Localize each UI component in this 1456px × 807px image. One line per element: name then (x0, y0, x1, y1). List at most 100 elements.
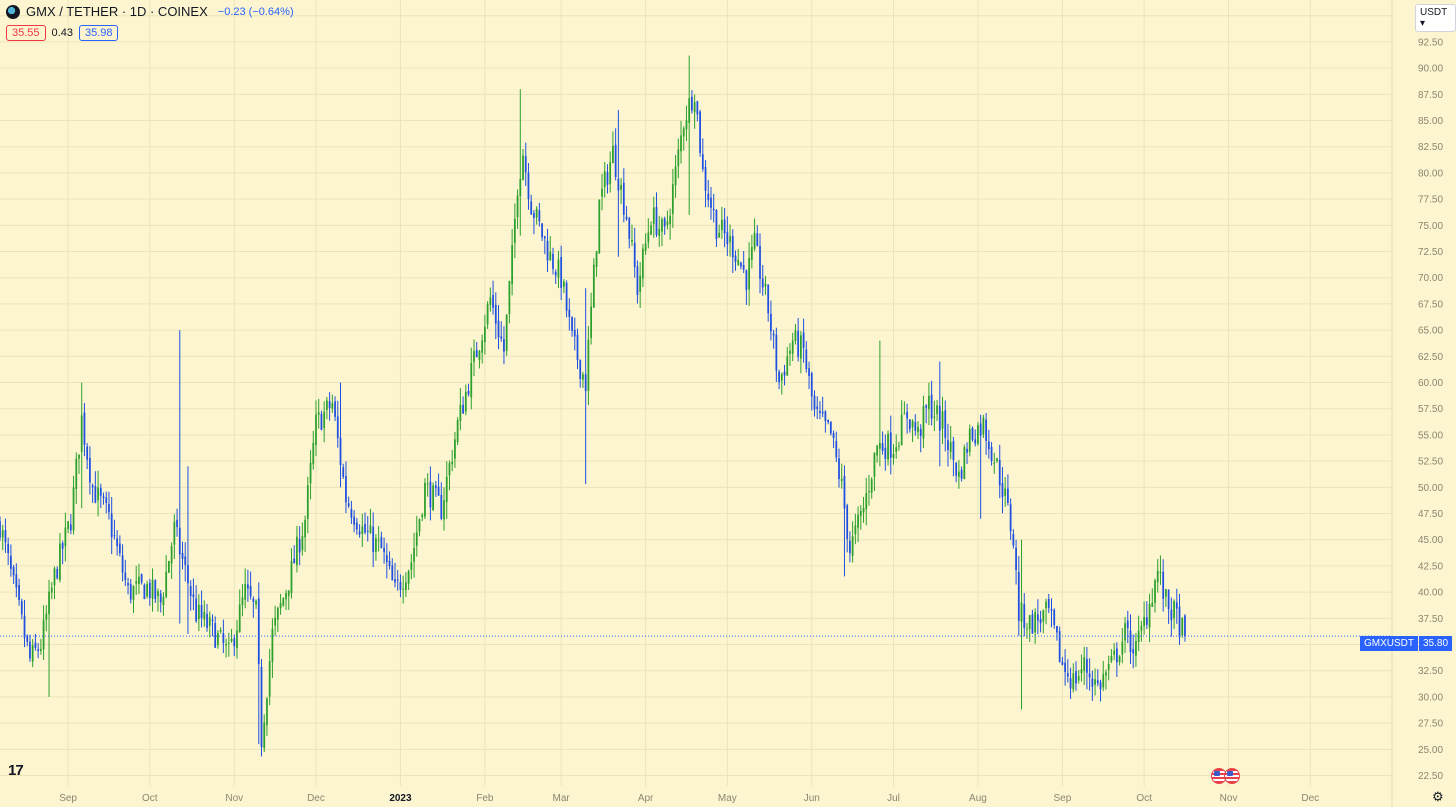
candle-body (1145, 617, 1148, 625)
candle-body (533, 213, 535, 218)
candle-body (59, 543, 61, 581)
candle-body (996, 458, 998, 462)
candle-body (805, 349, 808, 369)
candle-body (925, 405, 928, 408)
candle-body (998, 459, 1001, 486)
price-axis[interactable]: 95.0092.5090.0087.5085.0082.5080.0077.50… (1418, 11, 1443, 782)
candle-body (42, 619, 45, 650)
candle-body (786, 356, 789, 376)
candle-body (887, 433, 889, 460)
candle-body (83, 412, 86, 445)
symbol-title[interactable]: GMX / TETHER · 1D · COINEX (26, 4, 208, 19)
candle-body (892, 453, 895, 459)
time-tick-label: Oct (142, 793, 158, 804)
time-tick-label: Mar (553, 793, 571, 804)
candle-body (1001, 483, 1004, 498)
candle-body (783, 371, 786, 376)
candle-body (342, 467, 345, 477)
candle-body (197, 604, 200, 620)
candle-body (663, 218, 666, 227)
candle-body (23, 615, 26, 638)
candle-body (617, 178, 620, 191)
candle-body (500, 336, 503, 339)
time-tick-label: Jul (887, 793, 900, 804)
candle-body (328, 401, 331, 409)
candle-body (522, 155, 524, 181)
time-axis[interactable]: Sep Oct Nov Dec 2023 Feb Mar Apr May Jun Jul Aug Sep… (59, 793, 1319, 804)
tradingview-logo-icon[interactable]: 17 (8, 762, 24, 779)
candle-body (1096, 680, 1099, 684)
candle-body (1088, 673, 1091, 678)
candle-body (448, 463, 451, 476)
candle-body (658, 228, 661, 236)
candle-body (851, 536, 854, 556)
candle-body (516, 195, 519, 218)
candle-body (176, 519, 178, 528)
currency-dropdown[interactable]: USDT ▾ (1415, 4, 1456, 32)
candle-body (56, 568, 59, 579)
candle-body (429, 481, 432, 508)
chevron-down-icon: ▾ (1420, 18, 1426, 29)
candle-body (473, 350, 475, 362)
candle-body (699, 111, 701, 153)
candle-body (979, 423, 982, 436)
candle-body (402, 588, 405, 590)
candle-body (116, 538, 119, 547)
candle-body (519, 178, 522, 197)
candle-body (118, 543, 121, 554)
candle-body (546, 240, 549, 261)
price-tick-label: 22.50 (1418, 771, 1443, 782)
candle-body (347, 503, 350, 507)
economic-events[interactable] (1211, 768, 1240, 784)
candle-body (949, 442, 952, 452)
candle-body (631, 239, 633, 242)
candle-body (345, 476, 347, 503)
candle-body (573, 329, 576, 337)
candle-body (108, 504, 110, 513)
candle-body (592, 264, 595, 308)
buy-price-box[interactable]: 35.98 (78, 25, 119, 41)
sell-price-box[interactable]: 35.55 (6, 25, 46, 41)
candle-body (816, 406, 819, 410)
candle-body (464, 391, 467, 412)
candle-body (290, 561, 293, 594)
candle-body (911, 420, 914, 428)
price-change: −0.23 (−0.64%) (217, 5, 294, 18)
candle-body (31, 645, 34, 662)
candle-body (184, 556, 187, 565)
candle-body (80, 415, 83, 452)
candle-body (86, 446, 89, 460)
candle-body (1137, 630, 1140, 643)
candle-body (1165, 589, 1167, 597)
candle-body (691, 96, 693, 111)
time-tick-label: Nov (1220, 793, 1238, 804)
candle-body (481, 340, 484, 353)
price-tick-label: 47.50 (1418, 509, 1443, 520)
candle-body (391, 565, 394, 581)
candle-body (165, 571, 168, 598)
candle-body (377, 539, 380, 541)
last-price-tag: GMXUSDT 35.80 (1360, 636, 1453, 651)
candle-body (557, 259, 560, 278)
candle-body (802, 332, 805, 348)
candle-body (375, 538, 377, 552)
candle-body (388, 560, 391, 566)
candle-body (135, 581, 138, 584)
us-flag-icon[interactable] (1224, 768, 1240, 784)
candle-body (813, 395, 816, 410)
candle-body (29, 641, 31, 659)
candle-body (895, 447, 898, 452)
candle-body (462, 404, 464, 414)
candle-body (974, 439, 977, 444)
candle-body (628, 218, 631, 239)
candle-body (710, 197, 712, 208)
candle-body (426, 483, 429, 485)
candle-body (99, 487, 102, 496)
candle-body (963, 447, 966, 479)
candle-body (64, 527, 67, 547)
candle-body (791, 340, 794, 354)
candle-body (1143, 617, 1145, 627)
settings-gear-icon[interactable]: ⚙ (1432, 789, 1444, 804)
candle-body (492, 295, 494, 308)
